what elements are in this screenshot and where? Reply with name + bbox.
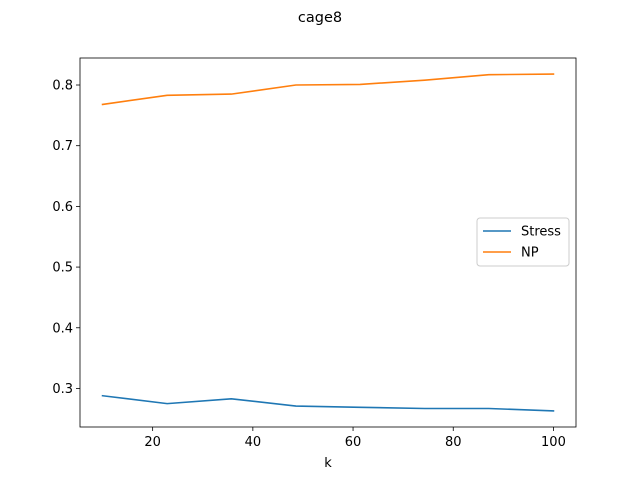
legend: Stress NP: [476, 217, 570, 267]
y-axis: 0.3 0.4 0.5 0.6 0.7 0.8: [52, 79, 80, 397]
axes-frame: [79, 57, 577, 428]
plot-area: [101, 73, 555, 412]
legend-box: [476, 217, 570, 267]
x-tick-label: 100: [541, 435, 566, 450]
legend-label-stress: Stress: [521, 225, 561, 240]
series-line-stress: [101, 394, 555, 412]
x-tick-label: 20: [144, 435, 161, 450]
y-tick-label: 0.6: [52, 200, 73, 215]
x-tick-label: 60: [345, 435, 362, 450]
x-axis-label: k: [324, 456, 332, 471]
chart-title: cage8: [298, 10, 342, 26]
legend-label-np: NP: [521, 246, 539, 261]
y-tick-label: 0.7: [52, 139, 73, 154]
x-tick-label: 40: [245, 435, 262, 450]
series-line-np: [101, 73, 555, 106]
x-axis: 20 40 60 80 100: [144, 427, 566, 450]
y-tick-label: 0.3: [52, 382, 73, 397]
y-tick-label: 0.5: [52, 261, 73, 276]
x-tick-label: 80: [445, 435, 462, 450]
y-tick-label: 0.8: [52, 79, 73, 94]
y-tick-label: 0.4: [52, 321, 73, 336]
